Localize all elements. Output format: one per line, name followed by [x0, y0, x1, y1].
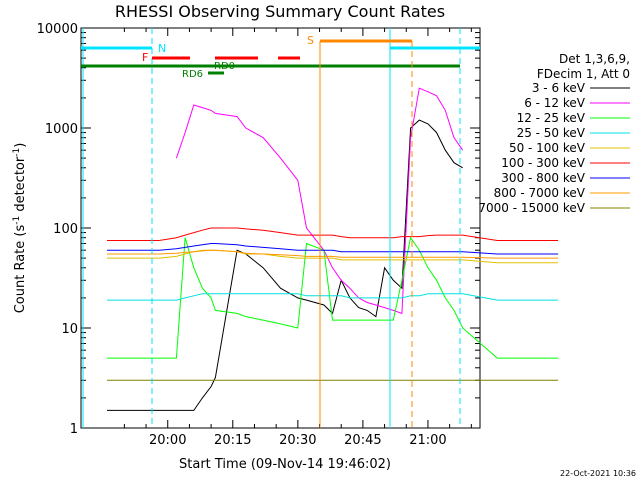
- x-tick-label-2: 20:30: [279, 433, 316, 448]
- legend-label-8: 7000 - 15000 keV: [478, 201, 585, 215]
- annotation-f: F: [142, 51, 148, 64]
- series-line-6: [107, 243, 559, 255]
- series-line-7: [107, 249, 559, 259]
- legend-label-5: 100 - 300 keV: [501, 156, 585, 170]
- series-line-3: [107, 293, 559, 301]
- legend: Det 1,3,6,9, FDecim 1, Att 0 3 - 6 keV6 …: [478, 52, 630, 215]
- series-line-5: [107, 227, 559, 241]
- legend-label-4: 50 - 100 keV: [509, 141, 586, 155]
- legend-label-0: 3 - 6 keV: [532, 81, 586, 95]
- y-tick-label-1: 10: [61, 322, 78, 337]
- y-tick-label-4: 10000: [37, 22, 78, 37]
- axis-ticks: 20:00 20:15 20:30 20:45 21:00 1 10 100 1000 10000: [37, 22, 480, 448]
- series-line-1: [175, 87, 464, 315]
- annotation-s: S: [307, 34, 314, 47]
- annotation-rd6: RD6: [182, 69, 203, 80]
- x-tick-label-1: 20:15: [214, 433, 251, 448]
- x-tick-label-3: 20:45: [344, 433, 381, 448]
- legend-label-2: 12 - 25 keV: [517, 111, 586, 125]
- legend-label-1: 6 - 12 keV: [524, 96, 586, 110]
- svg-text:Count Rate (s-1 detector-1): Count Rate (s-1 detector-1): [12, 143, 28, 314]
- y-axis-label-end: ): [13, 143, 28, 148]
- chart-title: RHESSI Observing Summary Count Rates: [115, 2, 445, 21]
- series-line-2: [107, 236, 559, 359]
- y-axis-label: Count Rate (s-1 detector-1): [12, 143, 28, 314]
- series-line-4: [107, 249, 559, 264]
- annotation-n: N: [158, 42, 166, 55]
- plot-frame: [80, 27, 481, 429]
- footer-date: 22-Oct-2021 10:36: [560, 469, 636, 478]
- y-axis-label-main: Count Rate (s: [13, 225, 28, 314]
- legend-header-1: Det 1,3,6,9,: [559, 52, 630, 66]
- plot-area: [80, 27, 481, 429]
- series-group: [107, 87, 559, 411]
- y-axis-label-sup: -1: [12, 216, 22, 225]
- overlay-group: N RD0 RD6 F S: [81, 28, 480, 428]
- series-line-0: [107, 119, 463, 411]
- legend-label-6: 300 - 800 keV: [501, 171, 585, 185]
- y-axis-label-mid: detector: [13, 156, 28, 216]
- annotation-rd0: RD0: [214, 61, 235, 72]
- legend-label-3: 25 - 50 keV: [517, 126, 586, 140]
- x-tick-label-0: 20:00: [149, 433, 186, 448]
- y-tick-label-2: 100: [53, 222, 78, 237]
- y-tick-label-0: 1: [70, 422, 78, 437]
- x-axis-label: Start Time (09-Nov-14 19:46:02): [179, 457, 391, 472]
- y-tick-label-3: 1000: [45, 122, 78, 137]
- y-axis-label-sup2: -1: [12, 148, 22, 157]
- legend-header-2: FDecim 1, Att 0: [537, 67, 630, 81]
- x-tick-label-4: 21:00: [409, 433, 446, 448]
- legend-label-7: 800 - 7000 keV: [494, 186, 586, 200]
